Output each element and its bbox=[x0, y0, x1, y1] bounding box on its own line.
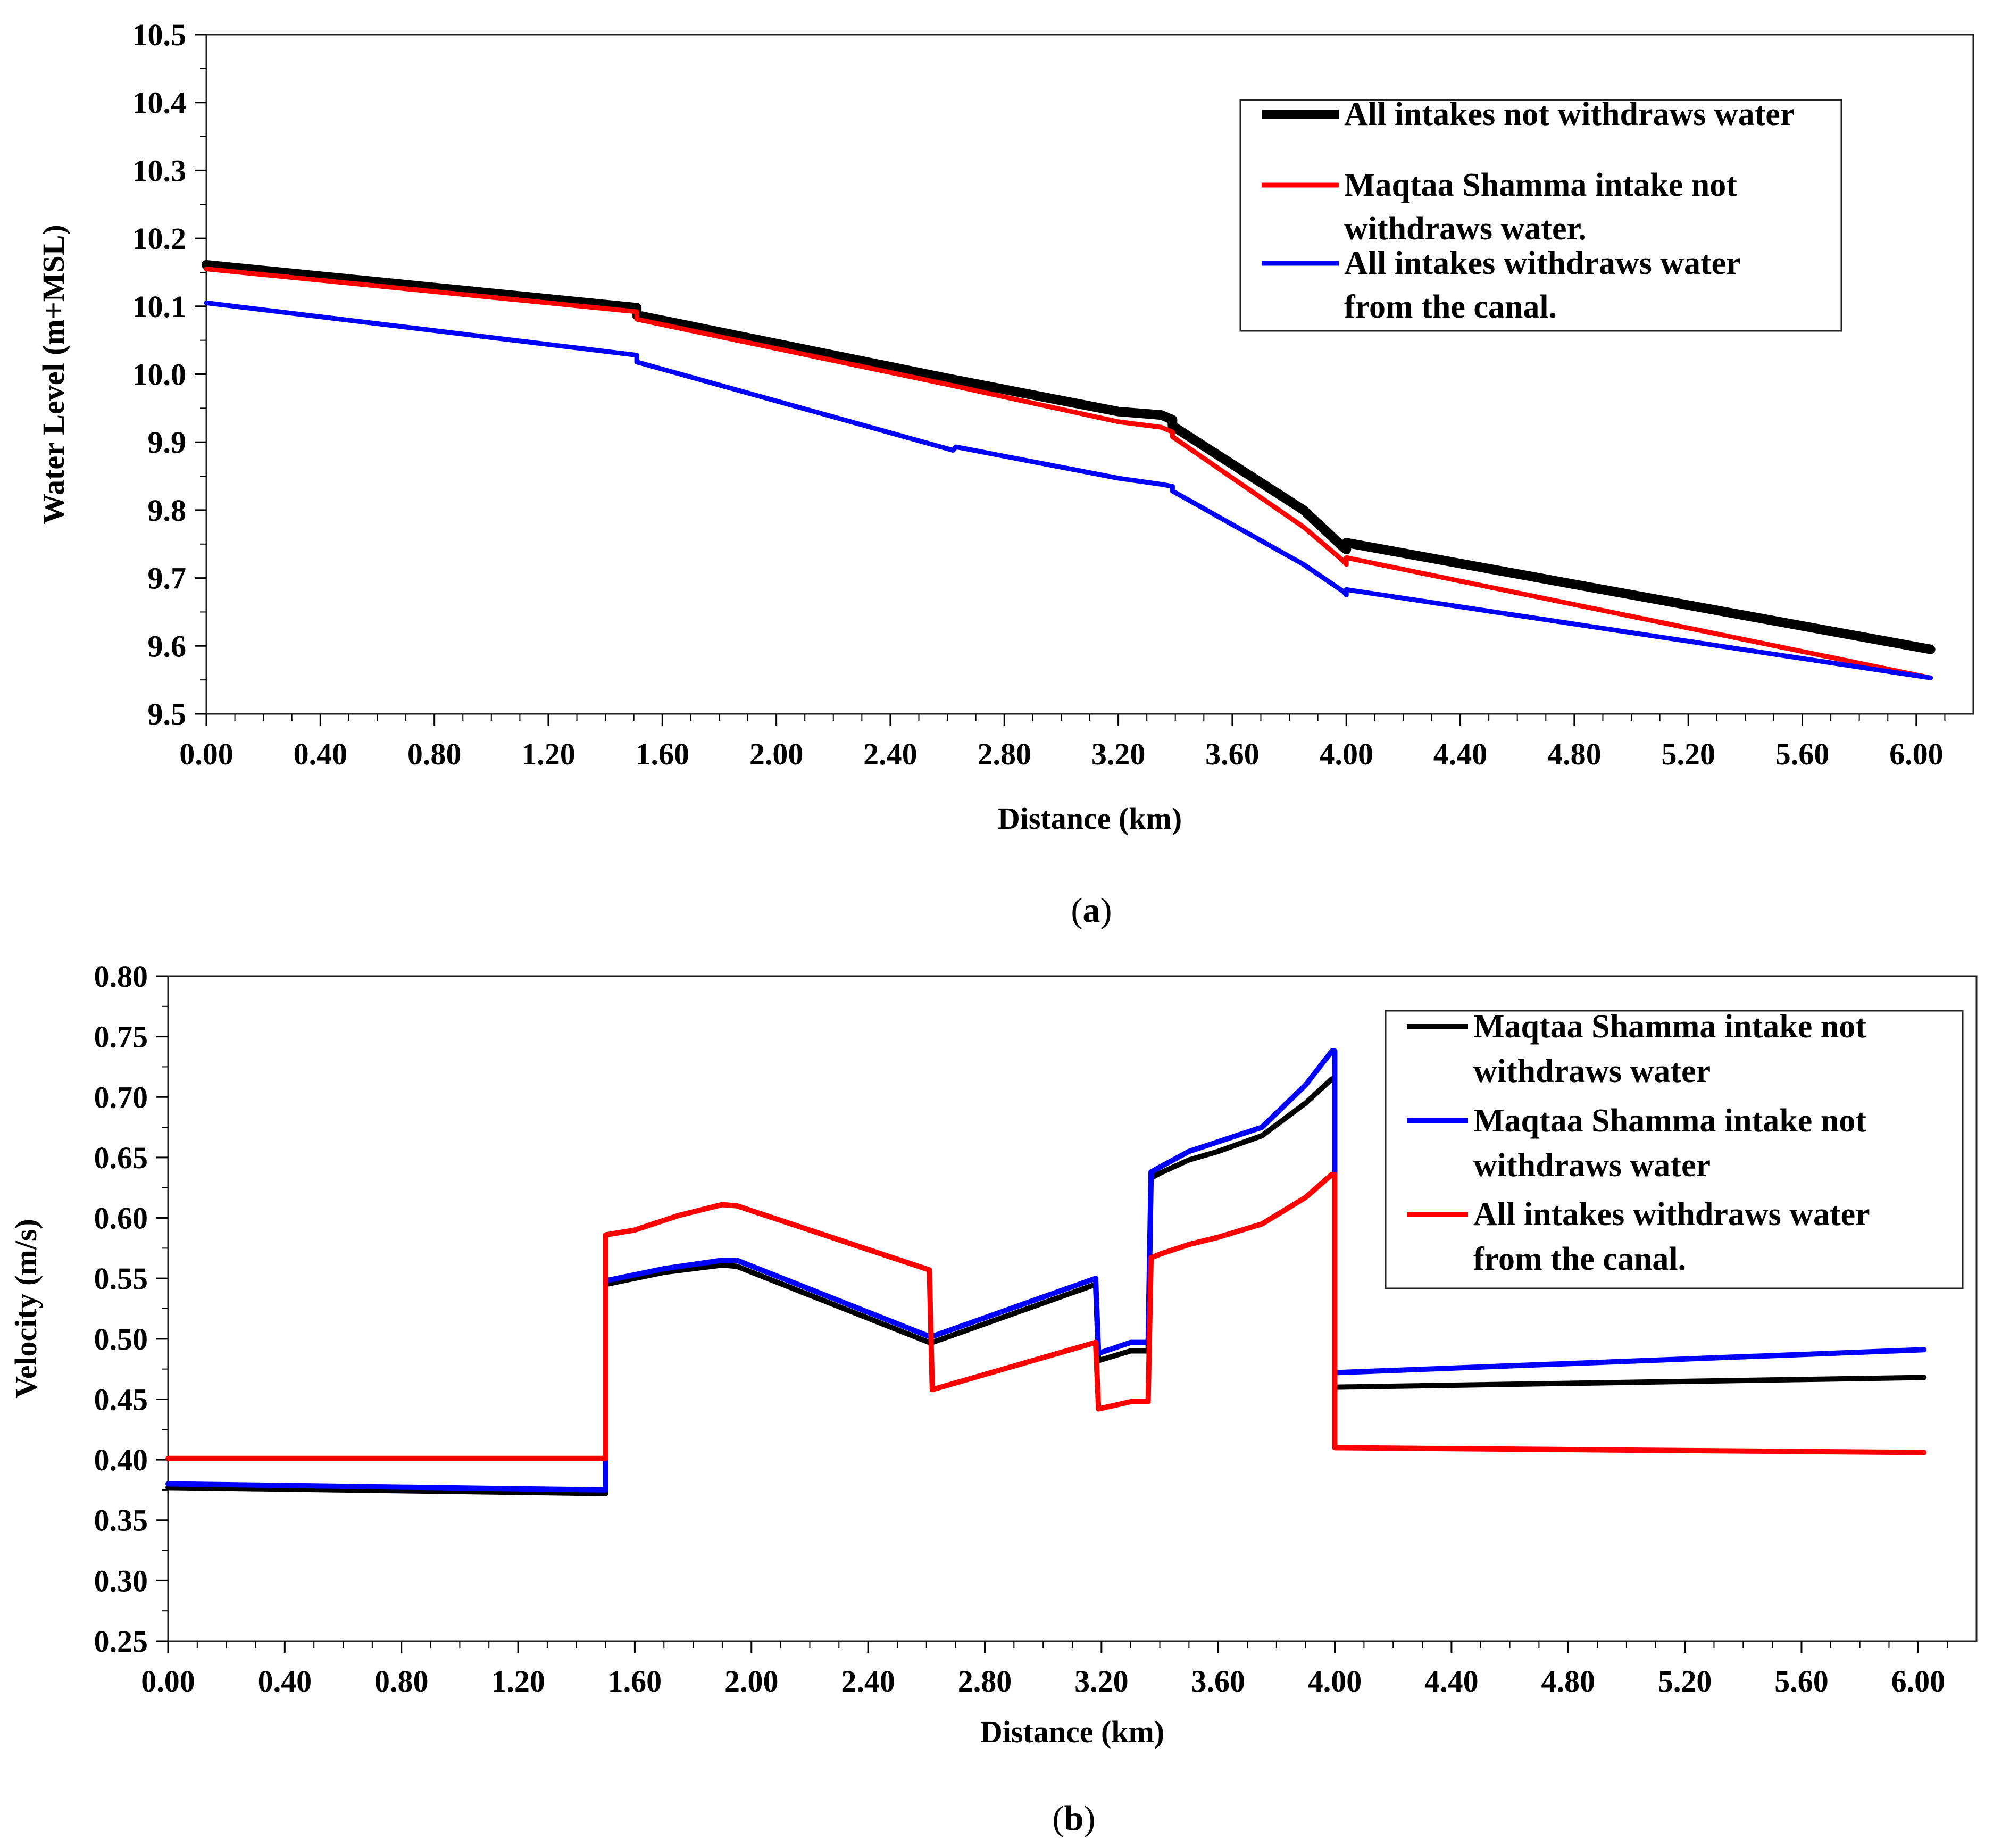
x-tick-label: 1.20 bbox=[491, 1664, 545, 1699]
x-tick-label: 0.00 bbox=[179, 737, 233, 771]
y-tick-label: 10.0 bbox=[132, 357, 187, 392]
x-tick-label: 1.20 bbox=[521, 737, 576, 771]
series-line bbox=[165, 1048, 1927, 1493]
legend-label: All intakes not withdraws water bbox=[1344, 96, 1795, 132]
legend-label: from the canal. bbox=[1344, 289, 1557, 325]
y-tick-label: 10.4 bbox=[132, 86, 187, 120]
x-tick-label: 4.80 bbox=[1541, 1664, 1596, 1699]
x-tick-label: 0.00 bbox=[141, 1664, 195, 1699]
y-tick-label: 10.5 bbox=[132, 18, 187, 52]
chart-panel-b: 0.00 0.40 0.80 1.20 1.60 2.00 2.40 2.80 3.20 3.60… bbox=[9, 959, 1978, 1838]
y-tick-label: 9.5 bbox=[148, 697, 187, 731]
x-tick-label: 4.80 bbox=[1547, 737, 1602, 771]
y-axis-title: Water Level (m+MSL) bbox=[36, 224, 71, 525]
x-tick-label: 5.20 bbox=[1658, 1664, 1712, 1699]
y-tick-label: 9.6 bbox=[148, 629, 187, 663]
legend-label: withdraws water bbox=[1473, 1147, 1711, 1184]
x-tick-label: 5.60 bbox=[1775, 737, 1830, 771]
y-tick-label: 0.80 bbox=[94, 959, 148, 994]
y-tick-label: 0.65 bbox=[94, 1141, 148, 1175]
series-line bbox=[165, 1171, 1927, 1461]
x-axis-title: Distance (km) bbox=[998, 801, 1182, 836]
legend-box bbox=[1239, 99, 1842, 332]
y-axis-title: Velocity (m/s) bbox=[9, 1219, 43, 1399]
x-tick-label: 3.60 bbox=[1205, 737, 1260, 771]
y-tick-label: 0.50 bbox=[94, 1322, 148, 1356]
x-tick-label: 6.00 bbox=[1889, 737, 1944, 771]
y-tick-label: 0.35 bbox=[94, 1503, 148, 1538]
chart-panel-a: 0.00 0.40 0.80 1.20 1.60 2.00 2.40 2.80 3.20 3.60… bbox=[36, 18, 1974, 930]
panel-caption: (b) bbox=[1053, 1799, 1096, 1838]
x-tick-label: 2.00 bbox=[724, 1664, 779, 1699]
x-tick-label: 0.80 bbox=[407, 737, 462, 771]
y-tick-label: 10.1 bbox=[132, 289, 187, 324]
x-tick-label: 0.40 bbox=[258, 1664, 312, 1699]
y-tick-label: 10.2 bbox=[132, 221, 187, 256]
y-tick-label: 0.25 bbox=[94, 1624, 148, 1659]
legend-label: from the canal. bbox=[1473, 1241, 1686, 1277]
series-line bbox=[165, 1076, 1927, 1496]
y-tick-label: 0.55 bbox=[94, 1261, 148, 1296]
x-tick-label: 5.60 bbox=[1774, 1664, 1829, 1699]
legend-label: All intakes withdraws water bbox=[1473, 1196, 1870, 1233]
x-tick-label: 0.80 bbox=[374, 1664, 429, 1699]
y-tick-label: 0.60 bbox=[94, 1201, 148, 1236]
x-tick-label: 5.20 bbox=[1661, 737, 1715, 771]
x-tick-label: 4.00 bbox=[1308, 1664, 1362, 1699]
y-tick-label: 9.8 bbox=[148, 493, 187, 528]
y-tick-label: 9.9 bbox=[148, 425, 187, 460]
x-tick-label: 4.40 bbox=[1424, 1664, 1479, 1699]
y-tick-label: 0.70 bbox=[94, 1080, 148, 1114]
y-tick-label: 9.7 bbox=[148, 561, 187, 596]
legend-box bbox=[1385, 1010, 1964, 1289]
y-tick-label: 0.30 bbox=[94, 1563, 148, 1598]
legend-label: withdraws water bbox=[1473, 1053, 1711, 1089]
x-tick-label: 2.00 bbox=[749, 737, 804, 771]
x-tick-label: 2.40 bbox=[841, 1664, 895, 1699]
y-tick-label: 0.45 bbox=[94, 1382, 148, 1417]
x-tick-label: 6.00 bbox=[1891, 1664, 1946, 1699]
x-tick-label: 4.40 bbox=[1433, 737, 1488, 771]
series-line bbox=[204, 267, 1933, 680]
x-tick-label: 3.20 bbox=[1091, 737, 1146, 771]
legend-label: withdraws water. bbox=[1344, 211, 1587, 247]
x-tick-label: 1.60 bbox=[636, 737, 690, 771]
x-tick-label: 2.80 bbox=[978, 737, 1032, 771]
y-tick-label: 10.3 bbox=[132, 153, 187, 188]
legend-label: Maqtaa Shamma intake not bbox=[1344, 167, 1737, 203]
x-tick-label: 3.20 bbox=[1074, 1664, 1129, 1699]
panel-caption: (a) bbox=[1071, 891, 1112, 930]
x-tick-label: 2.80 bbox=[958, 1664, 1012, 1699]
series-line bbox=[204, 300, 1933, 680]
legend-label: Maqtaa Shamma intake not bbox=[1473, 1009, 1866, 1045]
y-tick-label: 0.75 bbox=[94, 1020, 148, 1054]
y-tick-label: 0.40 bbox=[94, 1443, 148, 1477]
legend-label: All intakes withdraws water bbox=[1344, 245, 1741, 281]
x-tick-label: 3.60 bbox=[1191, 1664, 1245, 1699]
legend-label: Maqtaa Shamma intake not bbox=[1473, 1103, 1866, 1139]
x-tick-label: 0.40 bbox=[294, 737, 348, 771]
x-tick-label: 1.60 bbox=[608, 1664, 662, 1699]
x-axis-title: Distance (km) bbox=[980, 1714, 1164, 1749]
x-tick-label: 2.40 bbox=[863, 737, 918, 771]
x-tick-label: 4.00 bbox=[1319, 737, 1373, 771]
